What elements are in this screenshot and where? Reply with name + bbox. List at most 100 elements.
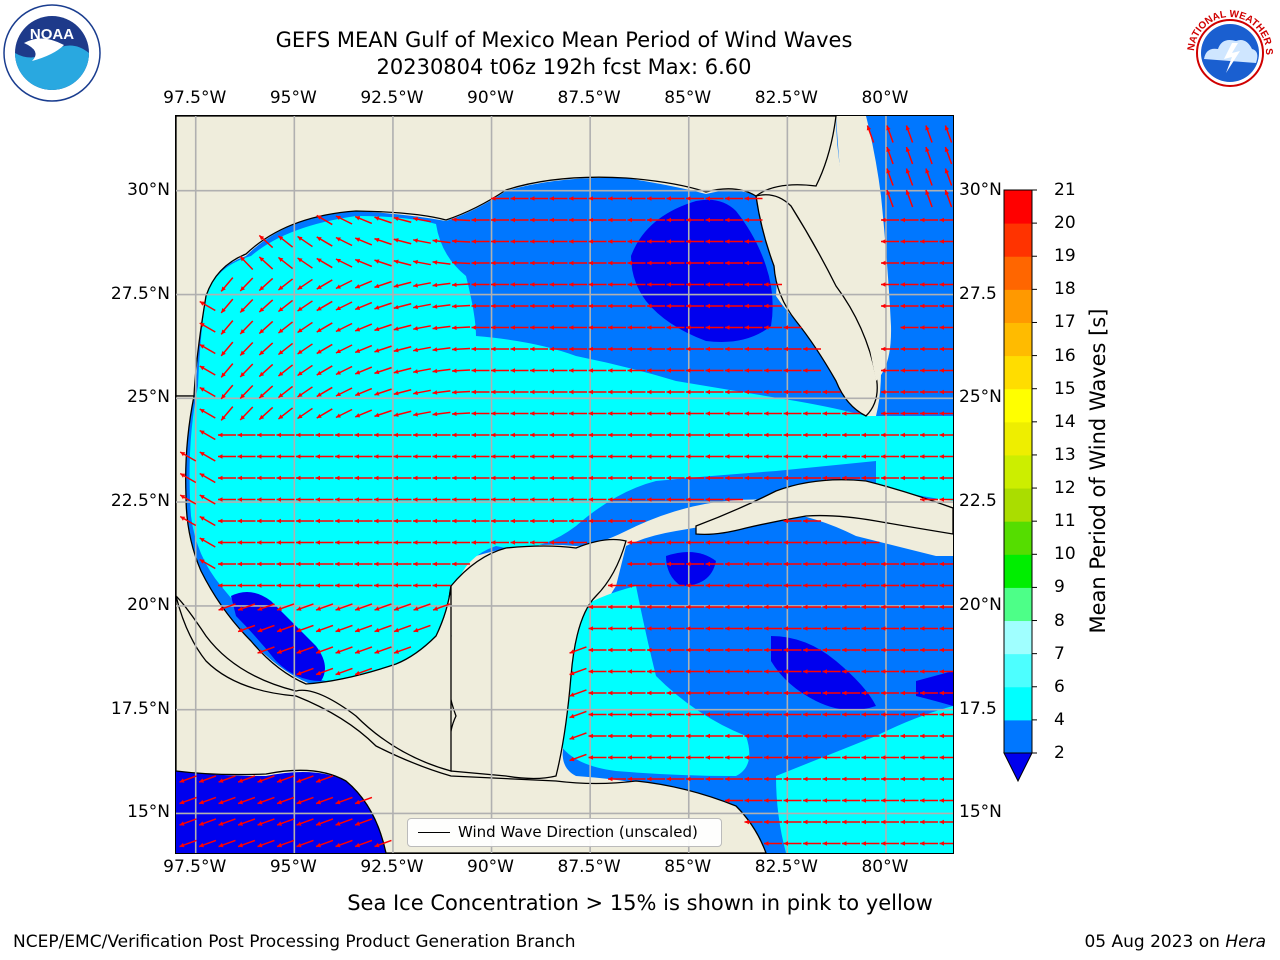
wind-wave-arrowhead: [257, 821, 263, 826]
wind-wave-arrowhead: [221, 308, 226, 313]
wind-wave-arrowhead: [783, 755, 788, 760]
wind-wave-arrowhead: [608, 712, 613, 717]
wind-wave-arrowhead: [569, 432, 574, 438]
wind-wave-arrowhead: [237, 561, 242, 567]
wind-wave-arrowhead: [783, 583, 788, 588]
map-legend: Wind Wave Direction (unscaled): [407, 818, 722, 847]
wind-wave-arrowhead: [259, 371, 265, 377]
wind-wave-arrowhead: [608, 411, 613, 416]
darkblue-carib1: [771, 636, 876, 710]
wind-wave-arrowhead: [881, 604, 886, 610]
wind-wave-arrowhead: [803, 540, 808, 545]
cyan-straits: [876, 416, 953, 501]
longitude-label: 80°W: [861, 857, 909, 877]
wind-wave-arrowhead: [257, 799, 263, 805]
wind-wave-arrowhead: [354, 497, 359, 502]
wind-wave-arrows: [179, 125, 953, 848]
longitude-label: 95°W: [269, 857, 317, 877]
wind-wave-arrowhead: [278, 235, 284, 241]
colorbar-tick-label: 6: [1054, 676, 1065, 697]
wind-wave-arrowhead: [335, 413, 341, 418]
wind-wave-arrowhead: [725, 475, 730, 481]
wind-wave-arrowhead: [920, 733, 925, 739]
wind-wave-arrowhead: [315, 497, 320, 502]
wind-wave-arrowhead: [627, 669, 632, 674]
wind-wave-arrowhead: [237, 583, 242, 588]
wind-wave-arrowhead: [394, 627, 400, 633]
wind-wave-arrowhead: [296, 454, 301, 459]
wind-wave-arrowhead: [218, 778, 224, 783]
colorbar-tick-label: 13: [1054, 444, 1076, 465]
wind-wave-arrowhead: [686, 260, 691, 266]
wind-wave-arrowhead: [452, 368, 457, 374]
wind-wave-arrowhead: [666, 712, 671, 717]
wind-wave-arrowhead: [920, 239, 925, 244]
colorbar-segment: [1004, 454, 1032, 489]
wind-wave-arrowhead: [432, 325, 438, 331]
wind-wave-arrowhead: [627, 755, 632, 760]
wind-wave-arrowhead: [237, 497, 242, 502]
wind-wave-arrowhead: [900, 239, 905, 244]
wind-wave-arrowhead: [354, 454, 359, 459]
wind-wave-arrowhead: [861, 712, 866, 717]
wind-wave-arrowhead: [666, 497, 671, 502]
wind-wave-arrowhead: [452, 518, 457, 524]
wind-wave-arrowhead: [666, 755, 671, 760]
wind-wave-arrowhead: [920, 561, 925, 567]
wind-wave-arrowhead: [394, 606, 400, 611]
wind-wave-arrowhead: [900, 712, 905, 717]
wind-wave-arrowhead: [939, 733, 944, 739]
footer-credit: NCEP/EMC/Verification Post Processing Pr…: [13, 932, 576, 952]
wind-wave-arrowhead: [647, 411, 652, 416]
wind-wave-arrowhead: [335, 475, 340, 481]
wind-wave-arrowhead: [218, 842, 224, 848]
wind-wave-arrowhead: [627, 196, 632, 201]
wind-wave-arrowhead: [549, 303, 554, 309]
wind-wave-arrowhead: [822, 647, 827, 653]
wind-wave-arrowhead: [393, 259, 399, 265]
wind-wave-arrowhead: [920, 755, 925, 760]
wind-wave-arrowhead: [939, 217, 944, 223]
wind-wave-arrowhead: [647, 604, 652, 610]
wind-wave-arrowhead: [569, 368, 574, 373]
wind-wave-arrowhead: [725, 712, 730, 717]
wind-wave-arrowhead: [491, 540, 496, 545]
wind-wave-arrowhead: [744, 303, 749, 309]
wind-wave-arrowhead: [686, 561, 691, 567]
wind-wave-arrowhead: [861, 669, 866, 674]
wind-wave-arrowhead: [569, 735, 575, 740]
wind-wave-arrowhead: [920, 690, 925, 696]
wind-wave-arrowhead: [549, 217, 554, 223]
wind-wave-arrowhead: [705, 454, 710, 459]
wind-wave-arrowhead: [705, 475, 710, 481]
wind-wave-arrowhead: [296, 649, 302, 654]
wind-wave-arrowhead: [666, 282, 671, 287]
wind-wave-arrowhead: [920, 798, 925, 803]
wind-wave-arrowhead: [413, 540, 418, 545]
wind-wave-arrowhead: [315, 518, 320, 524]
chart-subtitle: 20230804 t06z 192h fcst Max: 6.60: [376, 55, 752, 79]
wind-wave-arrowhead: [335, 821, 341, 826]
wind-wave-arrowhead: [608, 260, 613, 266]
wind-wave-arrowhead: [452, 303, 457, 309]
wind-wave-arrowhead: [179, 842, 185, 848]
wind-wave-arrowhead: [627, 690, 632, 696]
wind-wave-arrowhead: [276, 432, 281, 438]
latitude-label: 22.5°N: [110, 491, 170, 512]
nws-logo: NATIONAL WEATHER SERVICE: [1176, 0, 1280, 103]
wind-wave-arrowhead: [549, 196, 554, 201]
wind-wave-arrowhead: [861, 690, 866, 696]
wind-wave-arrowhead: [354, 561, 359, 567]
wind-wave-arrowhead: [822, 755, 827, 760]
wind-wave-arrowhead: [296, 606, 302, 611]
wind-wave-arrowhead: [881, 368, 886, 373]
wind-wave-arrowhead: [315, 454, 320, 459]
wind-wave-arrowhead: [822, 690, 827, 696]
wind-wave-arrowhead: [881, 239, 886, 244]
wind-wave-arrowhead: [452, 260, 457, 266]
wind-wave-arrowhead: [569, 497, 574, 502]
wind-wave-arrowhead: [783, 389, 788, 395]
wind-wave-arrowhead: [647, 454, 652, 459]
colorbar-segment: [1004, 355, 1032, 390]
wind-wave-arrowhead: [705, 733, 710, 739]
